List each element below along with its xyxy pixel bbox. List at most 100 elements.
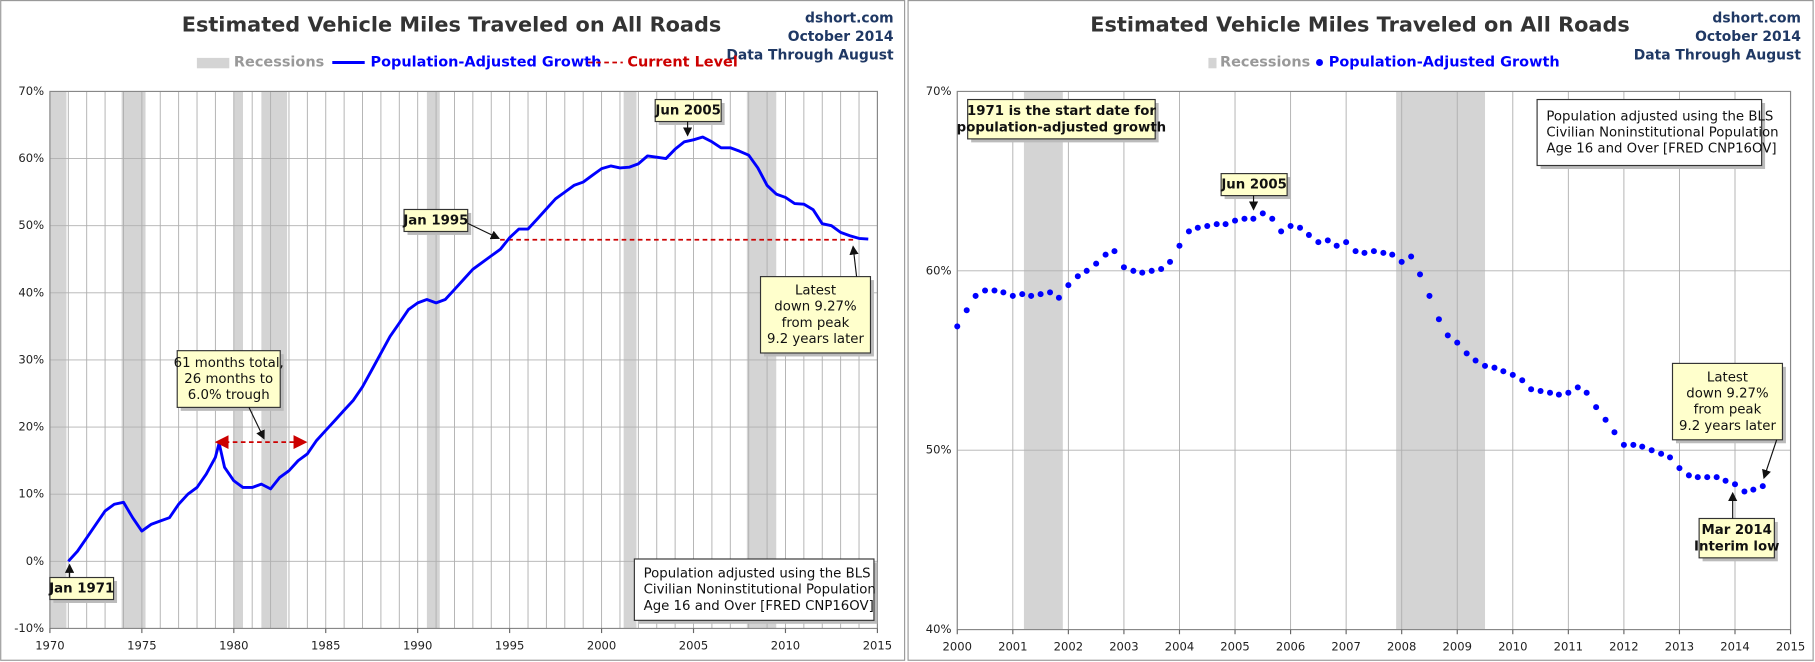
y-tick-label: 70% <box>926 84 952 98</box>
callout-box <box>176 350 281 408</box>
callout-box <box>967 98 1156 140</box>
callout-box <box>1698 517 1775 559</box>
series-line <box>67 135 869 563</box>
legend-swatch <box>196 57 230 69</box>
series-dot <box>1213 221 1220 228</box>
callout-text: 9.2 years later <box>767 332 864 347</box>
note-text: Civilian Noninstitutional Population <box>644 583 876 598</box>
x-tick-label: 2012 <box>1609 639 1638 653</box>
x-tick-label: 1980 <box>219 638 248 652</box>
legend-swatch <box>1316 59 1323 66</box>
callout-text: down 9.27% <box>774 300 856 315</box>
series-dot <box>963 307 970 314</box>
series-dot <box>1759 483 1766 490</box>
recession-band <box>1023 91 1063 630</box>
series-dot <box>1435 316 1442 323</box>
series-dot <box>1713 474 1720 481</box>
series-dot <box>1232 217 1239 224</box>
source-text: Data Through August <box>726 48 894 64</box>
series-dot <box>1408 253 1415 260</box>
series-dot <box>1500 368 1507 375</box>
note-box <box>633 558 875 621</box>
callout-text: Latest <box>795 283 836 298</box>
series-dot <box>1685 472 1692 479</box>
note-text: Civilian Noninstitutional Population <box>1546 126 1778 141</box>
series-dot <box>1389 251 1396 258</box>
series-dot <box>1333 242 1340 249</box>
legend-label: Current Level <box>627 54 737 70</box>
x-tick-label: 2000 <box>587 638 616 652</box>
series-dot <box>1194 224 1201 231</box>
series-dot <box>1361 249 1368 256</box>
series-dot <box>1083 267 1090 274</box>
series-dot <box>1352 248 1359 255</box>
series-dot <box>1722 477 1729 484</box>
x-tick-label: 1970 <box>35 638 64 652</box>
legend-label: Recessions <box>1220 54 1310 70</box>
series-dot <box>1537 387 1544 395</box>
series-dot <box>1028 292 1035 299</box>
note-box <box>1536 98 1763 167</box>
callout-text: 26 months to <box>184 372 273 387</box>
x-tick-label: 2015 <box>1776 639 1805 653</box>
series-dot <box>1019 291 1026 298</box>
y-tick-label: 40% <box>18 285 44 299</box>
series-dot <box>1148 267 1155 274</box>
series-dot <box>1093 260 1100 267</box>
series-dot <box>1565 389 1572 396</box>
recession-band <box>1396 91 1486 630</box>
series-dot <box>1315 239 1322 246</box>
callout-box <box>403 208 469 233</box>
series-dot <box>1611 429 1618 436</box>
series-dot <box>1000 289 1007 296</box>
series-dot <box>1482 362 1489 369</box>
callout-text: from peak <box>782 316 850 331</box>
y-tick-label: 60% <box>926 263 952 277</box>
series-dot <box>1491 364 1498 371</box>
source-text: October 2014 <box>1695 29 1801 45</box>
series-dot <box>1620 441 1627 448</box>
series-dot <box>1426 292 1433 299</box>
series-dot <box>1547 389 1554 396</box>
x-tick-label: 2008 <box>1387 639 1416 653</box>
x-tick-label: 2006 <box>1276 639 1305 653</box>
series-dot <box>1694 474 1701 481</box>
callout-text: 61 months total, <box>174 356 284 371</box>
x-tick-label: 1985 <box>311 638 340 652</box>
series-dot <box>972 292 979 299</box>
source-text: dshort.com <box>805 11 894 27</box>
series-dot <box>1204 222 1211 229</box>
x-tick-label: 2003 <box>1109 639 1138 653</box>
callout-text: Interim low <box>1694 539 1779 554</box>
series-dot <box>1278 228 1285 235</box>
series-dot <box>1250 215 1257 222</box>
series-dot <box>1648 447 1655 454</box>
series-dot <box>1185 228 1192 235</box>
series-dot <box>954 323 961 330</box>
callout-text: Jan 1971 <box>48 582 114 597</box>
callout-arrow <box>467 222 501 240</box>
x-tick-label: 1975 <box>127 638 156 652</box>
x-tick-label: 2000 <box>943 639 972 653</box>
callout-arrow <box>849 245 859 277</box>
x-tick-label: 2004 <box>1165 639 1194 653</box>
callout-text: Jun 2005 <box>1220 178 1287 193</box>
series-dot <box>1463 350 1470 357</box>
plot-border <box>956 90 1792 631</box>
series-dot <box>1297 224 1304 231</box>
note-text: Age 16 and Over [FRED CNP16OV] <box>644 599 874 614</box>
series-dot <box>1009 292 1016 299</box>
callout-box <box>49 576 115 601</box>
x-tick-label: 2011 <box>1554 639 1583 653</box>
x-tick-label: 2005 <box>1220 639 1249 653</box>
callout-text: Mar 2014 <box>1702 523 1772 538</box>
series-dot <box>1130 267 1137 274</box>
x-tick-label: 2007 <box>1331 639 1360 653</box>
series-dot <box>991 287 998 294</box>
series-dot <box>1269 215 1276 222</box>
series-dot <box>1065 282 1072 289</box>
series-dot <box>1111 248 1118 255</box>
plot-area <box>957 91 1791 630</box>
series-dot <box>1472 357 1479 364</box>
